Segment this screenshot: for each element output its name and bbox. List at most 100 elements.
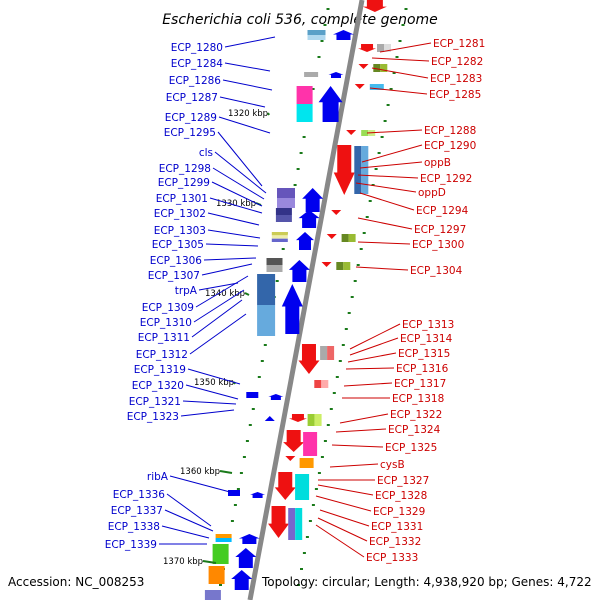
tick-mark [281, 248, 285, 250]
left-label-connector [166, 493, 212, 527]
right-label-connector [379, 42, 432, 53]
left-label-connector [198, 282, 239, 291]
left-label-connector [207, 229, 261, 239]
right-gene-label[interactable]: ECP_1283 [430, 73, 482, 85]
left-gene-label[interactable]: ECP_1298 [159, 163, 211, 175]
right-gene-label[interactable]: ECP_1292 [420, 173, 472, 185]
left-gene-label[interactable]: ECP_1295 [164, 127, 216, 139]
right-label-connector [357, 174, 419, 179]
right-label-connector [343, 382, 393, 387]
left-gene-label[interactable]: ECP_1309 [142, 302, 194, 314]
left-gene-label[interactable]: ECP_1321 [129, 396, 181, 408]
left-gene-label[interactable]: ECP_1299 [158, 177, 210, 189]
gene-block [343, 262, 351, 270]
left-gene-label[interactable]: ECP_1310 [140, 317, 192, 329]
left-gene-label[interactable]: ECP_1303 [154, 225, 206, 237]
gene-arrow-forward [264, 416, 275, 421]
left-gene-label[interactable]: ECP_1287 [166, 92, 218, 104]
kbp-marker-label: 1320 kbp [228, 109, 268, 119]
left-gene-label[interactable]: ECP_1339 [105, 539, 157, 551]
gene-arrow-reverse [362, 0, 387, 12]
left-label-connector [161, 525, 210, 539]
right-gene-label[interactable]: ECP_1318 [392, 393, 444, 405]
tick-mark [293, 184, 297, 186]
right-gene-label[interactable]: ECP_1285 [429, 89, 481, 101]
right-gene-label[interactable]: ECP_1288 [424, 125, 476, 137]
gene-block [246, 392, 259, 398]
left-gene-label[interactable]: ECP_1307 [148, 270, 200, 282]
left-gene-label[interactable]: trpA [175, 285, 198, 297]
right-gene-label[interactable]: ECP_1316 [396, 363, 449, 375]
left-gene-label[interactable]: ECP_1306 [150, 255, 203, 267]
left-gene-label[interactable]: ECP_1286 [169, 75, 222, 87]
right-gene-label[interactable]: ECP_1282 [431, 56, 483, 68]
right-gene-label[interactable]: ECP_1294 [416, 205, 469, 217]
tick-mark [260, 360, 264, 362]
tick-mark [389, 88, 393, 90]
right-gene-label[interactable]: ECP_1331 [371, 521, 423, 533]
kbp-marker-line [202, 560, 217, 564]
accession-text: Accession: NC_008253 [8, 575, 144, 589]
right-label-connector [339, 413, 389, 424]
left-gene-label[interactable]: cls [199, 147, 213, 159]
left-gene-label[interactable]: ECP_1305 [152, 239, 204, 251]
left-label-connector [222, 79, 273, 91]
gene-block [377, 44, 384, 52]
gene-block [373, 64, 381, 72]
left-gene-label[interactable]: ECP_1337 [111, 505, 163, 517]
kbp-marker-label: 1350 kbp [194, 378, 234, 388]
right-gene-label[interactable]: ECP_1329 [373, 506, 425, 518]
right-gene-label[interactable]: ECP_1328 [375, 490, 427, 502]
right-gene-label[interactable]: oppB [424, 157, 451, 169]
left-gene-label[interactable]: ECP_1301 [156, 193, 208, 205]
left-gene-label[interactable]: ECP_1311 [138, 332, 190, 344]
gene-block [204, 590, 221, 600]
left-gene-label[interactable]: ECP_1319 [134, 364, 186, 376]
right-gene-label[interactable]: ECP_1322 [390, 409, 442, 421]
tick-mark [401, 24, 405, 26]
right-gene-label[interactable]: ECP_1332 [369, 536, 421, 548]
left-gene-label[interactable]: ECP_1284 [171, 58, 224, 70]
left-gene-label[interactable]: ribA [147, 471, 169, 483]
left-label-connector [180, 409, 235, 417]
right-gene-label[interactable]: ECP_1314 [400, 333, 453, 345]
right-gene-label[interactable]: ECP_1290 [424, 140, 476, 152]
right-gene-label[interactable]: ECP_1327 [377, 475, 429, 487]
left-gene-label[interactable]: ECP_1336 [113, 489, 166, 501]
tick-mark [219, 584, 222, 586]
right-gene-label[interactable]: ECP_1317 [394, 378, 446, 390]
tick-mark [317, 472, 321, 474]
right-label-connector [369, 87, 428, 95]
left-label-connector [164, 509, 214, 532]
tick-mark [311, 88, 315, 90]
left-gene-label[interactable]: ECP_1280 [171, 42, 223, 54]
left-label-connector [211, 181, 263, 207]
tick-mark [395, 56, 399, 58]
right-gene-label[interactable]: ECP_1315 [398, 348, 450, 360]
right-gene-label[interactable]: cysB [380, 459, 405, 471]
right-gene-label[interactable]: ECP_1325 [385, 442, 437, 454]
left-gene-label[interactable]: ECP_1302 [154, 208, 206, 220]
left-label-connector [205, 243, 259, 247]
right-label-connector [315, 524, 365, 558]
tick-mark [380, 136, 384, 138]
right-gene-label[interactable]: ECP_1324 [388, 424, 441, 436]
left-gene-label[interactable]: ECP_1338 [108, 521, 160, 533]
right-gene-label[interactable]: ECP_1313 [402, 319, 454, 331]
right-gene-label[interactable]: ECP_1281 [433, 38, 485, 50]
left-gene-label[interactable]: ECP_1312 [136, 349, 188, 361]
right-gene-label[interactable]: ECP_1297 [414, 224, 466, 236]
map-title: Escherichia coli 536, complete genome [162, 12, 438, 28]
right-gene-label[interactable]: ECP_1304 [410, 265, 463, 277]
right-label-connector [315, 495, 372, 512]
left-gene-label[interactable]: ECP_1289 [165, 112, 217, 124]
right-gene-label[interactable]: ECP_1333 [366, 552, 418, 564]
tick-mark [362, 232, 366, 234]
right-gene-label[interactable]: oppD [418, 187, 446, 199]
right-gene-label[interactable]: ECP_1300 [412, 239, 464, 251]
left-gene-label[interactable]: ECP_1320 [132, 380, 184, 392]
gene-block [369, 84, 384, 90]
gene-arrow-forward [281, 284, 303, 334]
left-gene-label[interactable]: ECP_1323 [127, 411, 179, 423]
